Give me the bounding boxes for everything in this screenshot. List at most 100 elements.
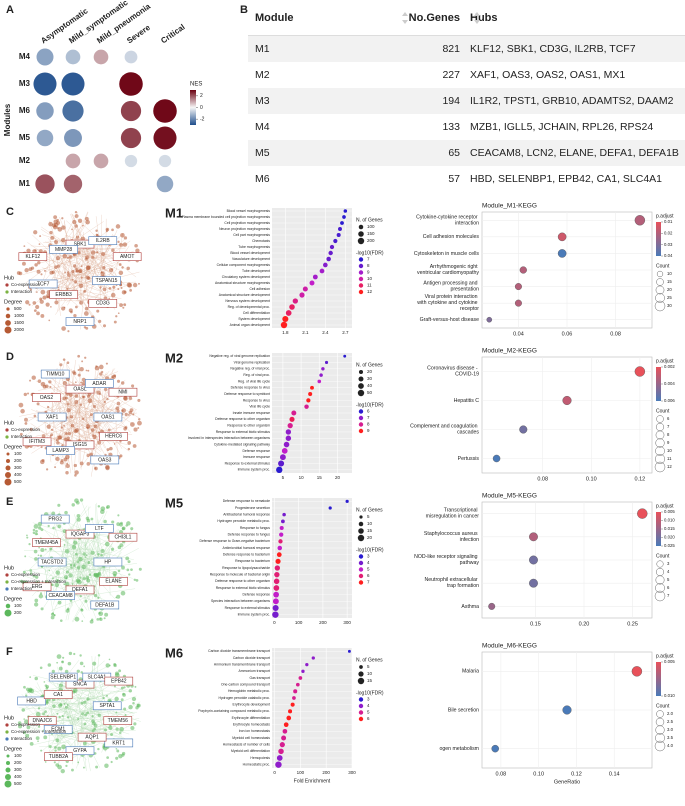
network-node bbox=[44, 710, 47, 714]
network-node bbox=[34, 598, 39, 603]
hub-box bbox=[108, 532, 138, 542]
network-node bbox=[97, 440, 102, 445]
color-legend-label: 3 bbox=[367, 697, 370, 702]
go-dot bbox=[283, 722, 289, 728]
network-node bbox=[130, 422, 135, 427]
x-tick-label: 0.04 bbox=[513, 331, 524, 337]
hub-box bbox=[65, 679, 95, 689]
network-node bbox=[62, 656, 65, 659]
term-label: Defense response to nematode bbox=[223, 499, 270, 503]
colorbar bbox=[656, 662, 661, 696]
network-node bbox=[51, 577, 54, 580]
go-dot bbox=[333, 238, 338, 244]
go-dot bbox=[282, 728, 288, 734]
network-node bbox=[93, 723, 98, 728]
hub-label: OAS3 bbox=[98, 457, 112, 463]
network-node bbox=[56, 712, 59, 715]
network-node bbox=[127, 441, 132, 445]
network-node bbox=[39, 666, 43, 670]
network-node bbox=[73, 540, 78, 545]
network-edge bbox=[83, 260, 89, 302]
term-label: Myeloid cell homeostasis bbox=[232, 736, 270, 740]
network-node bbox=[41, 458, 45, 462]
term-label: Defense response bbox=[242, 449, 270, 453]
color-legend-dot bbox=[358, 560, 364, 566]
color-legend-label: 9 bbox=[367, 428, 370, 433]
go-dot bbox=[292, 696, 296, 700]
network-node bbox=[59, 363, 63, 367]
network-node bbox=[29, 742, 34, 746]
legend-label: Co-expression bbox=[11, 572, 41, 577]
network-node bbox=[62, 358, 66, 361]
network-edge bbox=[66, 713, 84, 730]
network-node bbox=[44, 761, 47, 763]
network-node bbox=[106, 397, 109, 401]
term-label: Species interaction between organisms bbox=[211, 599, 270, 603]
hub-label: DEFA1B bbox=[95, 602, 115, 608]
term-label: Arrhythmogenic right ventricular cardiom… bbox=[417, 264, 479, 276]
go-dot bbox=[272, 611, 279, 618]
term-label: Response to bacterium bbox=[235, 559, 270, 563]
network-node bbox=[61, 306, 66, 311]
hub-box bbox=[44, 752, 73, 761]
network-node bbox=[102, 696, 105, 700]
network-edge bbox=[75, 253, 117, 258]
network-node bbox=[81, 377, 86, 382]
degree-symbol bbox=[5, 774, 11, 780]
network-node bbox=[24, 555, 27, 558]
network-edge bbox=[55, 250, 102, 315]
go-dot bbox=[308, 392, 313, 397]
x-tick-label: 0.12 bbox=[571, 771, 582, 777]
network-edge bbox=[59, 556, 61, 558]
network-node bbox=[93, 752, 97, 755]
network-node bbox=[62, 529, 67, 534]
network-node bbox=[81, 417, 85, 421]
network-node bbox=[126, 521, 131, 526]
network-node bbox=[87, 369, 90, 372]
kegg-dot bbox=[491, 744, 499, 753]
network-edge bbox=[85, 551, 94, 584]
kegg-dot bbox=[529, 532, 538, 542]
table-cell: 227 bbox=[442, 69, 460, 81]
size-legend-label: 3 bbox=[667, 561, 670, 566]
network-node bbox=[73, 264, 77, 268]
network-node bbox=[115, 711, 118, 714]
go-dot bbox=[299, 292, 305, 298]
network-edge bbox=[75, 287, 89, 302]
column-header: Module bbox=[255, 12, 294, 24]
x-tick-label: 0.15 bbox=[530, 621, 541, 627]
kegg-title: Module_M2-KEGG bbox=[482, 348, 537, 355]
label-line: ventricular cardiomyopathy bbox=[417, 270, 479, 276]
term-label: Involved in interspecies interaction bet… bbox=[188, 436, 270, 440]
network-node bbox=[57, 524, 62, 529]
network-node bbox=[90, 250, 96, 255]
size-legend-label: 12 bbox=[667, 464, 672, 469]
hub-label: NRP1 bbox=[73, 319, 87, 325]
network-node bbox=[75, 235, 80, 239]
network-node bbox=[28, 688, 33, 692]
network-node bbox=[75, 578, 81, 583]
network-node bbox=[37, 379, 42, 383]
panel-letter: B bbox=[240, 4, 248, 16]
network-node bbox=[79, 498, 84, 502]
network-node bbox=[105, 663, 110, 668]
network-node bbox=[105, 694, 109, 697]
term-label: Response to molecule of bacterial origin bbox=[210, 573, 270, 577]
network-node bbox=[62, 253, 68, 259]
term-label: Defense response to fungus bbox=[228, 533, 271, 537]
term-label: Cell adhesion bbox=[249, 287, 270, 291]
network-node bbox=[44, 548, 47, 551]
network-node bbox=[20, 408, 25, 414]
nes-dot bbox=[93, 49, 109, 65]
network-node bbox=[73, 429, 78, 434]
network-node bbox=[55, 579, 60, 583]
hub-label: PRG2 bbox=[48, 516, 62, 522]
colorbar-tick-label: -2 bbox=[200, 116, 205, 122]
x-tick-label: 300 bbox=[343, 620, 351, 625]
network-node bbox=[107, 428, 111, 432]
network-node bbox=[32, 528, 36, 532]
go-dot bbox=[328, 250, 333, 256]
go-dot bbox=[306, 398, 311, 403]
term-label: Defense response to other organism bbox=[215, 579, 270, 583]
network-node bbox=[28, 303, 31, 306]
